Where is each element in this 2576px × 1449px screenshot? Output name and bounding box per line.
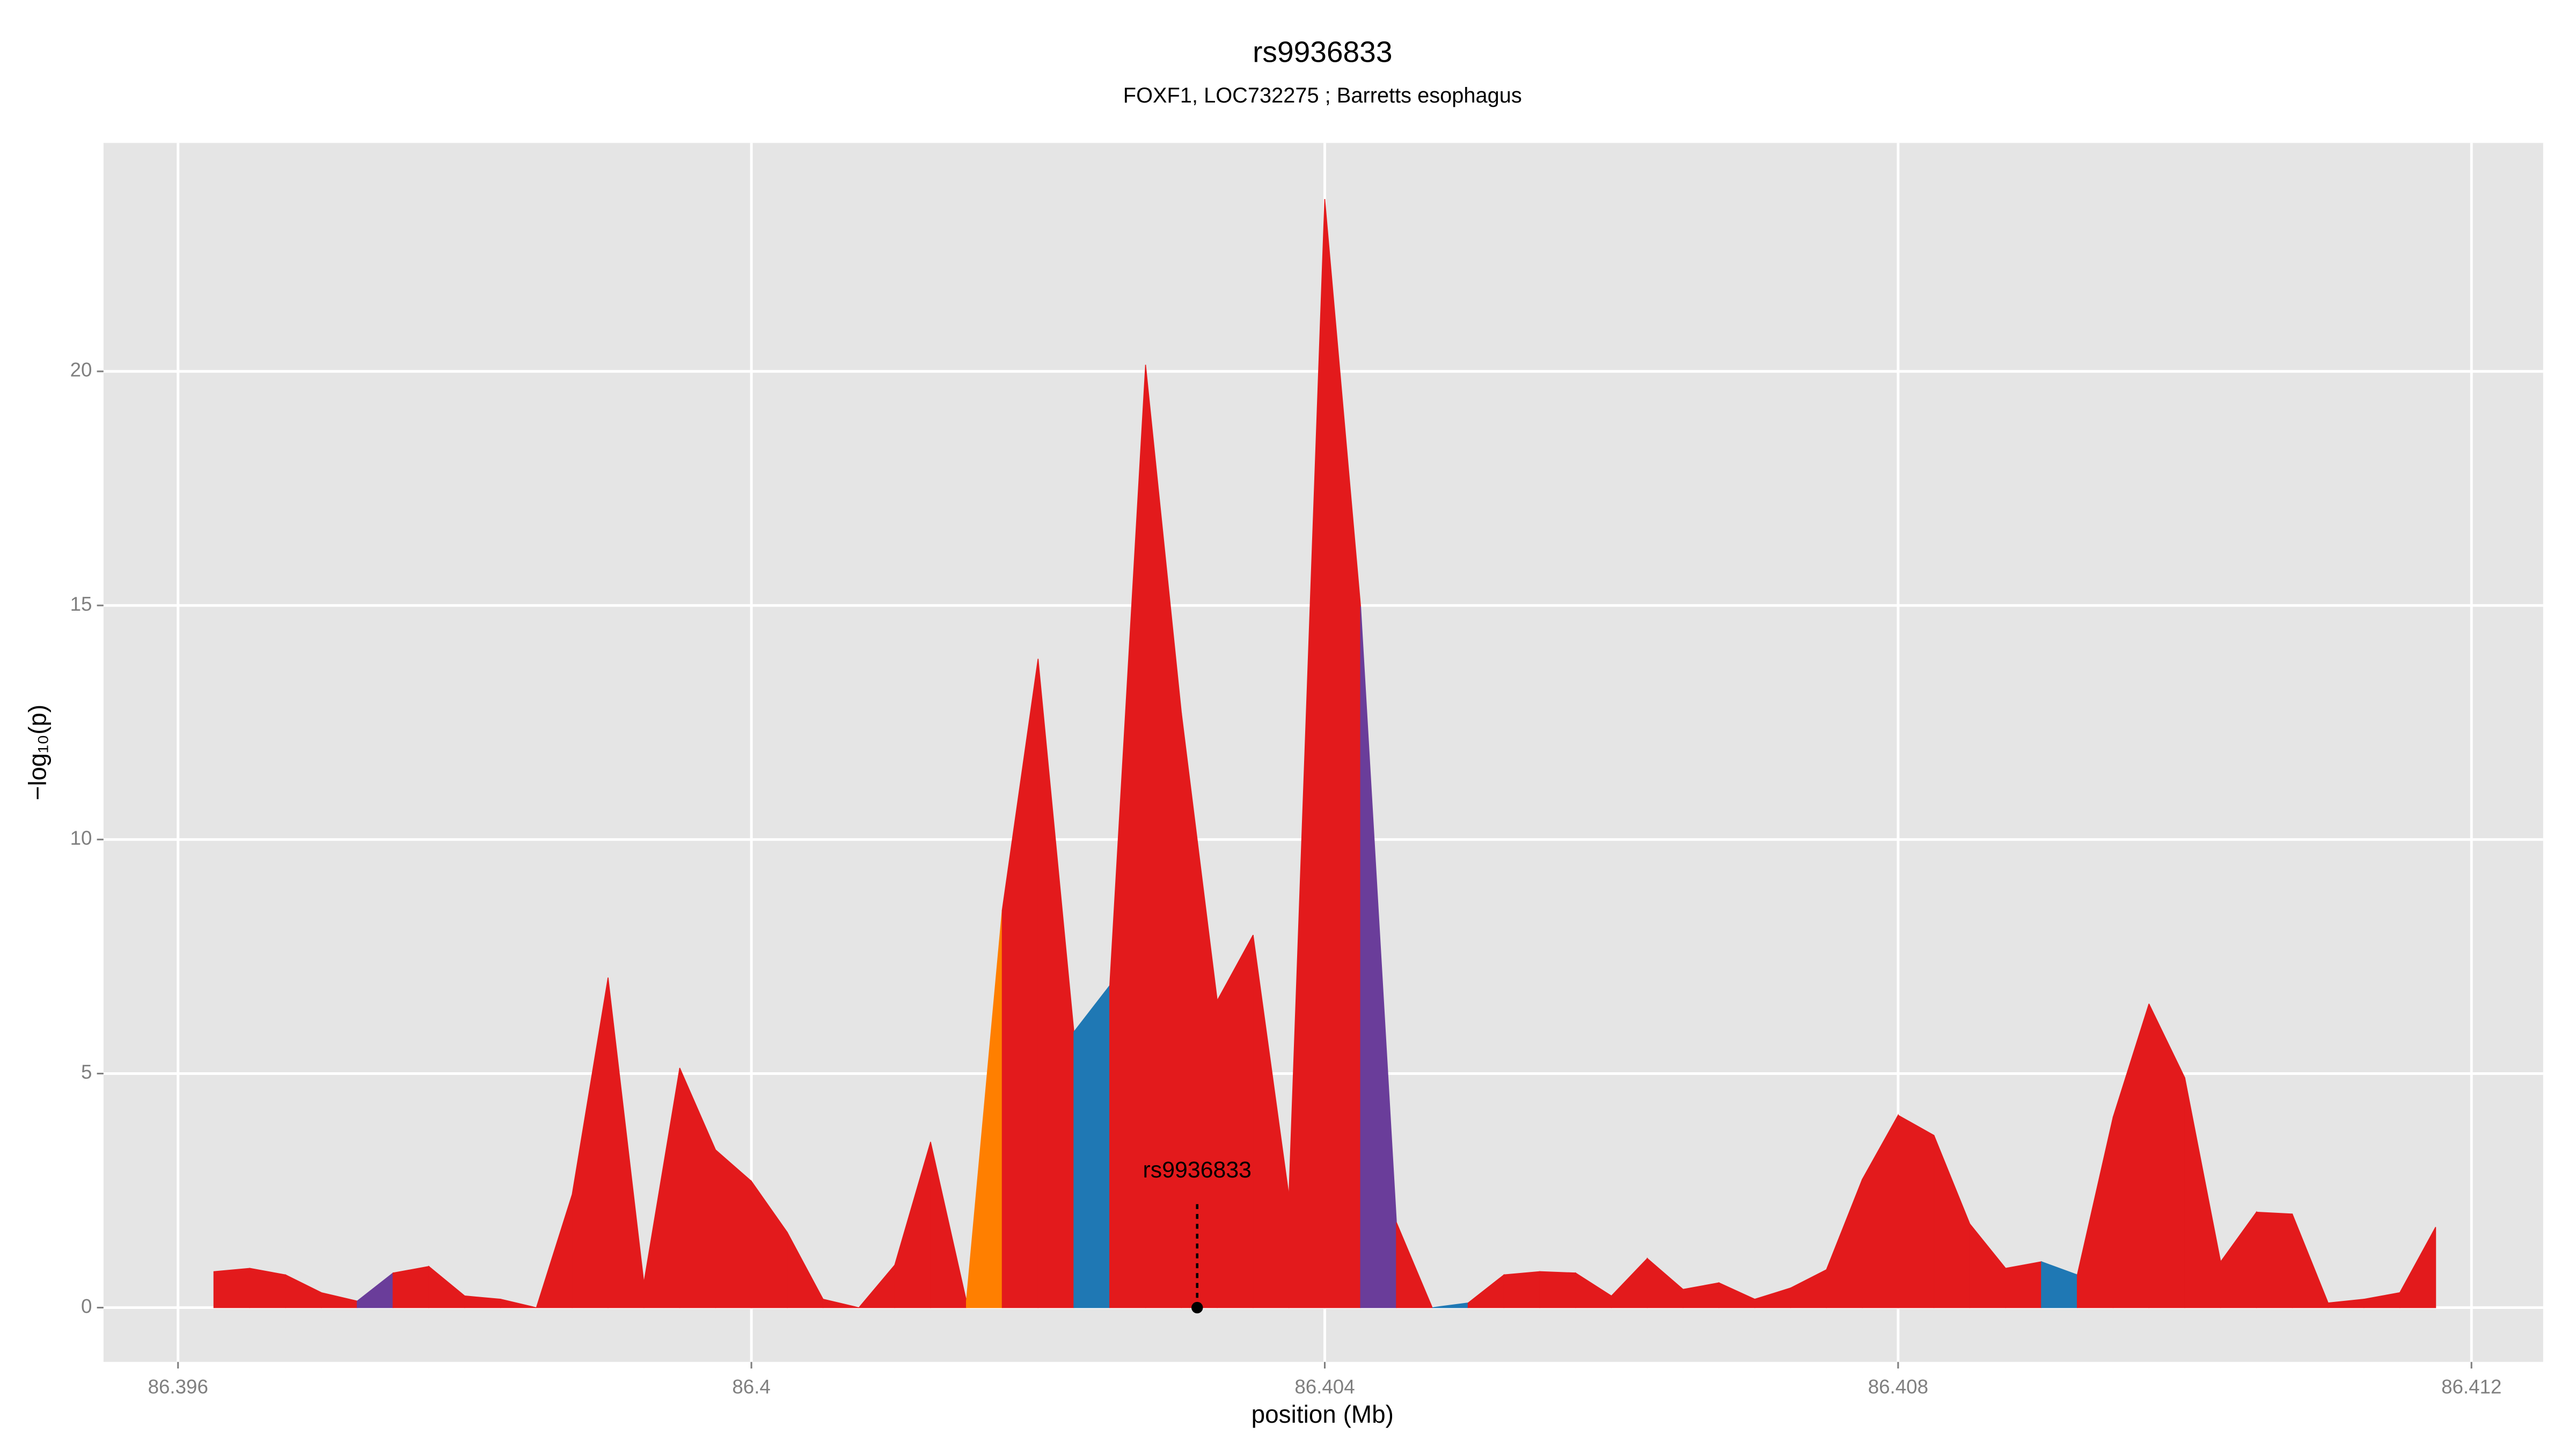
x-tick-label: 86.408	[1868, 1375, 1928, 1397]
area-segment	[1396, 1222, 1433, 1308]
y-axis-label: −log₁₀(p)	[24, 705, 52, 801]
annotation-label: rs9936833	[1143, 1157, 1252, 1183]
y-tick-label: 0	[81, 1295, 92, 1317]
area-segment	[1073, 984, 1110, 1308]
marks: rs9936833	[213, 199, 2436, 1314]
x-tick-label: 86.404	[1294, 1375, 1355, 1397]
y-tick-label: 5	[81, 1061, 92, 1083]
area-segment	[2256, 1211, 2293, 1308]
x-tick-label: 86.412	[2441, 1375, 2501, 1397]
y-tick-label: 20	[70, 359, 92, 381]
area-segment	[1898, 1114, 1935, 1308]
annotation-point	[1191, 1301, 1203, 1314]
area-segment	[1217, 934, 1254, 1308]
area-segment	[822, 1298, 859, 1308]
x-axis-label: position (Mb)	[1252, 1400, 1394, 1428]
area-segment	[213, 1268, 251, 1308]
y-tick-label: 15	[70, 593, 92, 615]
area-segment	[392, 1265, 429, 1308]
area-segment	[2399, 1227, 2436, 1308]
area-segment	[1503, 1271, 1540, 1308]
y-tick-label: 10	[70, 827, 92, 849]
area-segment	[1539, 1271, 1576, 1308]
chart-title: rs9936833	[1253, 35, 1392, 69]
area-segment	[249, 1268, 286, 1308]
chart-subtitle: FOXF1, LOC732275 ; Barretts esophagus	[1123, 84, 1522, 107]
x-tick-label: 86.4	[732, 1375, 770, 1397]
area-segment	[2005, 1261, 2042, 1308]
x-tick-label: 86.396	[148, 1375, 208, 1397]
area-segment	[500, 1298, 537, 1308]
